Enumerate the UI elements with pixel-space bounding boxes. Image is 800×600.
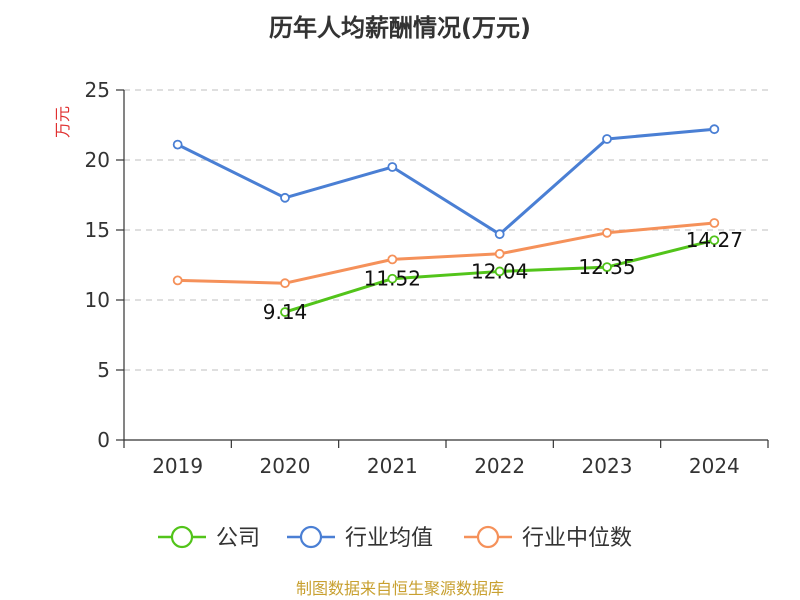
legend-swatch-marker — [299, 525, 323, 549]
data-point — [709, 124, 720, 135]
x-tick-label: 2020 — [260, 454, 311, 478]
data-label: 11.52 — [364, 267, 421, 291]
legend-label: 公司 — [216, 526, 260, 551]
data-point — [387, 162, 398, 172]
data-point — [280, 192, 290, 203]
data-point — [172, 139, 183, 150]
data-point — [709, 218, 720, 228]
source-note: 制图数据来自恒生聚源数据库 — [296, 579, 504, 598]
data-point — [602, 262, 612, 273]
y-tick-label: 10 — [85, 288, 110, 312]
data-label: 12.35 — [578, 255, 635, 279]
x-tick-label: 2019 — [152, 454, 203, 478]
data-point — [280, 278, 290, 289]
x-tick-label: 2021 — [367, 454, 418, 478]
data-point — [172, 275, 183, 286]
chart-title: 历年人均薪酬情况(万元) — [269, 14, 531, 42]
data-point — [602, 134, 612, 144]
data-point — [280, 307, 290, 317]
data-point — [387, 273, 398, 284]
series-line — [177, 221, 715, 285]
y-tick-label: 25 — [85, 78, 110, 102]
data-point — [709, 235, 720, 246]
data-point — [602, 227, 612, 238]
legend-label: 行业中位数 — [522, 526, 632, 551]
data-point — [387, 254, 398, 265]
legend-swatch-marker — [170, 525, 194, 549]
data-label: 9.14 — [263, 300, 308, 324]
data-point — [494, 248, 505, 259]
x-tick-label: 2024 — [689, 454, 740, 478]
data-point — [494, 229, 505, 240]
y-tick-label: 20 — [85, 148, 110, 172]
y-axis-label: 万元 — [53, 106, 72, 138]
data-label: 14.27 — [686, 228, 743, 252]
legend-swatch-marker — [476, 525, 500, 549]
legend-label: 行业均值 — [345, 526, 433, 551]
data-label: 12.04 — [471, 259, 528, 283]
y-tick-label: 15 — [85, 218, 110, 242]
x-tick-label: 2023 — [582, 454, 633, 478]
data-point — [494, 266, 505, 277]
y-tick-label: 0 — [97, 428, 110, 452]
series-line — [177, 127, 715, 236]
x-tick-label: 2022 — [474, 454, 525, 478]
y-tick-label: 5 — [97, 358, 110, 382]
